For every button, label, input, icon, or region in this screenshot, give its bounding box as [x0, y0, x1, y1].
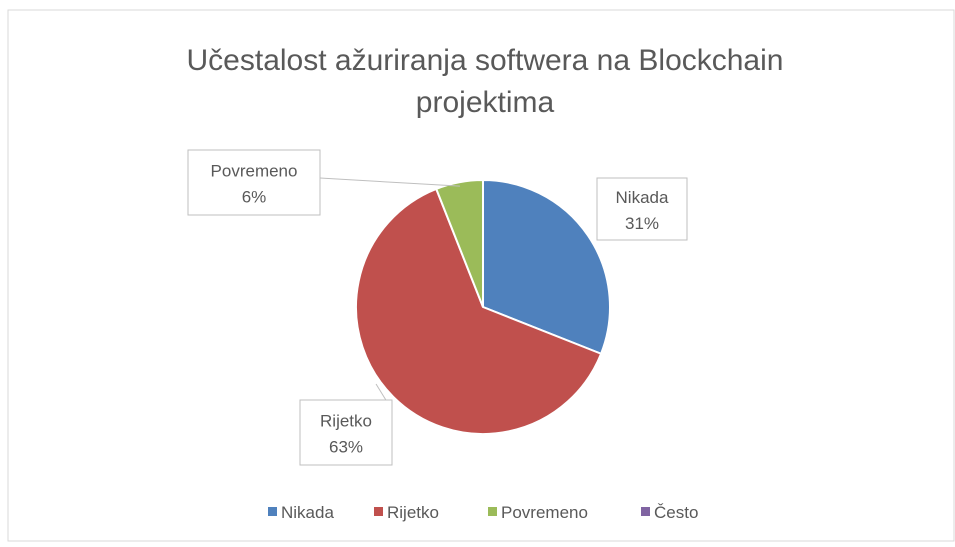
legend-label: Nikada [281, 503, 334, 522]
data-label-box [596, 177, 688, 241]
pie-slice [355, 187, 603, 435]
legend-swatch [641, 507, 650, 516]
data-label-box [299, 399, 393, 466]
data-label-box [187, 149, 321, 216]
pie-slice [434, 178, 484, 308]
legend-swatch [268, 507, 277, 516]
data-label-value: 31% [625, 214, 659, 233]
data-label-name: Povremeno [211, 162, 298, 181]
data-label-name: Rijetko [320, 412, 372, 431]
legend-label: Povremeno [501, 503, 588, 522]
legend-label: Rijetko [387, 503, 439, 522]
data-label-name: Nikada [616, 188, 669, 207]
data-label-value: 63% [329, 438, 363, 457]
legend-swatch [488, 507, 497, 516]
leader-line [319, 177, 460, 187]
pie-slice [482, 178, 611, 356]
legend-label: Često [654, 503, 698, 522]
legend-swatch [374, 507, 383, 516]
data-label-value: 6% [242, 188, 267, 207]
chart-title: Učestalost ažuriranja softwera na Blockc… [187, 44, 784, 119]
